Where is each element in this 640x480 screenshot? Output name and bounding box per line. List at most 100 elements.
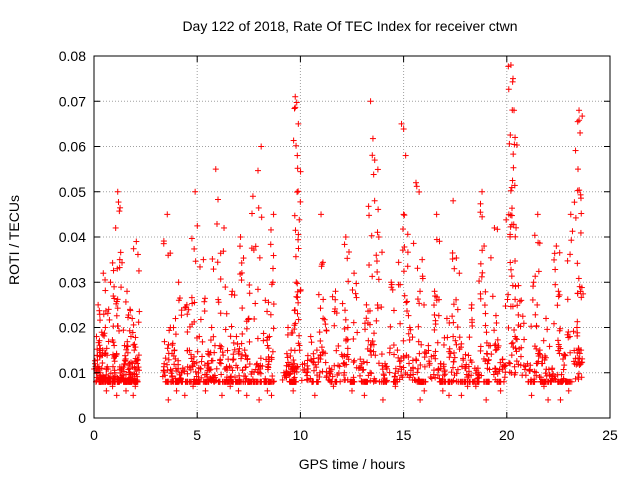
data-point xyxy=(419,256,426,263)
data-point xyxy=(534,301,541,308)
data-point xyxy=(432,374,439,381)
data-point xyxy=(509,205,516,212)
data-point xyxy=(258,143,265,150)
data-point xyxy=(512,345,519,352)
data-point xyxy=(294,165,301,172)
data-point xyxy=(418,341,425,348)
data-point xyxy=(191,353,198,360)
data-point xyxy=(426,358,433,365)
data-point xyxy=(508,266,515,273)
data-point xyxy=(256,396,263,403)
data-point xyxy=(494,336,501,343)
data-point xyxy=(124,349,131,356)
data-point xyxy=(423,350,430,357)
data-point xyxy=(505,291,512,298)
data-point xyxy=(335,342,342,349)
data-point xyxy=(578,210,585,217)
data-point xyxy=(440,341,447,348)
data-point xyxy=(175,279,182,286)
data-point xyxy=(579,113,586,120)
data-point xyxy=(269,279,276,286)
data-point xyxy=(181,367,188,374)
data-point xyxy=(199,353,206,360)
data-point xyxy=(546,343,553,350)
data-point xyxy=(390,342,397,349)
data-point xyxy=(417,361,424,368)
data-point xyxy=(270,325,277,332)
data-point xyxy=(531,378,538,385)
data-point xyxy=(462,365,469,372)
data-point xyxy=(521,366,528,373)
data-point xyxy=(256,254,263,261)
data-point xyxy=(127,333,134,340)
data-point xyxy=(465,352,472,359)
data-point xyxy=(214,196,221,203)
data-point xyxy=(432,355,439,362)
data-point xyxy=(578,294,585,301)
data-point xyxy=(356,372,363,379)
data-point xyxy=(262,297,269,304)
data-point xyxy=(224,367,231,374)
data-point xyxy=(228,323,235,330)
data-point xyxy=(477,209,484,216)
data-point xyxy=(479,213,486,220)
data-point xyxy=(341,369,348,376)
data-point xyxy=(449,313,456,320)
data-point xyxy=(508,369,515,376)
data-point xyxy=(326,370,333,377)
data-point xyxy=(544,378,551,385)
data-point xyxy=(191,245,198,252)
data-point xyxy=(249,193,256,200)
data-point xyxy=(477,200,484,207)
data-point xyxy=(94,346,101,353)
data-point xyxy=(556,291,563,298)
data-point xyxy=(295,236,302,243)
data-point xyxy=(482,310,489,317)
data-point xyxy=(371,197,378,204)
data-point xyxy=(243,392,250,399)
data-point xyxy=(448,369,455,376)
data-point xyxy=(308,356,315,363)
data-point xyxy=(95,301,102,308)
data-point xyxy=(401,292,408,299)
data-point xyxy=(100,270,107,277)
data-point xyxy=(453,341,460,348)
data-point xyxy=(318,263,325,270)
data-point xyxy=(320,296,327,303)
data-point xyxy=(435,312,442,319)
data-point xyxy=(225,356,232,363)
data-point xyxy=(511,182,518,189)
data-point xyxy=(416,300,423,307)
data-point xyxy=(210,333,217,340)
data-point xyxy=(353,294,360,301)
data-point xyxy=(508,273,515,280)
data-point xyxy=(217,276,224,283)
data-point xyxy=(342,316,349,323)
data-point xyxy=(318,344,325,351)
data-point xyxy=(322,321,329,328)
data-point xyxy=(182,303,189,310)
data-point xyxy=(551,250,558,257)
data-point xyxy=(444,334,451,341)
data-point xyxy=(575,370,582,377)
data-point xyxy=(160,367,167,374)
data-point xyxy=(223,310,230,317)
data-point xyxy=(91,357,98,364)
data-point xyxy=(294,294,301,301)
data-point xyxy=(246,290,253,297)
data-point xyxy=(134,251,141,258)
data-point xyxy=(567,251,574,258)
data-point xyxy=(343,353,350,360)
data-point xyxy=(125,314,132,321)
data-point xyxy=(110,267,117,274)
data-point xyxy=(270,301,277,308)
data-point xyxy=(555,343,562,350)
data-point xyxy=(270,211,277,218)
data-point xyxy=(432,321,439,328)
data-point xyxy=(570,328,577,335)
data-point xyxy=(240,255,247,262)
data-point xyxy=(192,188,199,195)
data-point xyxy=(191,360,198,367)
data-point xyxy=(469,322,476,329)
